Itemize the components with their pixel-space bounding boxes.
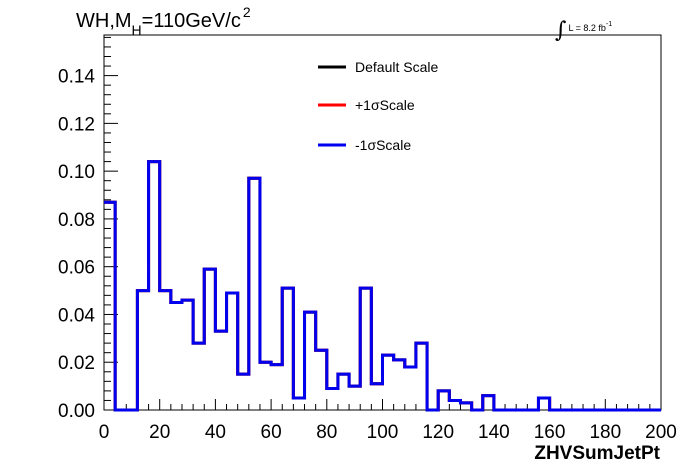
y-axis: 0.00 0.02 0.04 0.06 0.08 0.10 0.12 0.14 — [58, 36, 118, 422]
title-prefix: WH,M — [76, 10, 132, 32]
x-tick-label: 40 — [205, 422, 226, 443]
x-tick-label: 200 — [645, 422, 677, 443]
plot-title: WH,MH=110GeV/c 2 — [76, 4, 251, 38]
luminosity-unit-sup: -1 — [605, 21, 613, 28]
x-tick-label: 20 — [149, 422, 170, 443]
x-axis: 0 20 40 60 80 100 120 140 160 180 200 — [99, 399, 677, 443]
y-tick-label: 0.02 — [58, 353, 95, 374]
luminosity-label: ∫ L = 8.2 fb-1 — [555, 12, 613, 43]
y-tick-label: 0.12 — [58, 114, 95, 135]
legend-label: +1σScale — [355, 97, 415, 113]
x-tick-label: 140 — [478, 422, 510, 443]
x-axis-label: ZHVSumJetPt — [534, 443, 660, 464]
series-layer — [104, 160, 661, 412]
title-suffix: =110GeV/c — [141, 10, 241, 32]
y-tick-label: 0.08 — [58, 210, 95, 231]
series-line — [104, 160, 661, 412]
y-tick-label: 0.10 — [58, 162, 95, 183]
legend-label: -1σScale — [355, 137, 411, 153]
x-tick-label: 80 — [316, 422, 337, 443]
y-tick-label: 0.06 — [58, 258, 95, 279]
y-tick-label: 0.04 — [58, 305, 95, 326]
y-tick-label: 0.00 — [58, 401, 95, 422]
legend-label: Default Scale — [355, 59, 438, 75]
title-superscript: 2 — [242, 4, 251, 20]
title-subscript: H — [131, 22, 142, 38]
x-tick-label: 100 — [367, 422, 399, 443]
legend: Default Scale +1σScale -1σScale — [318, 59, 438, 153]
x-tick-label: 60 — [261, 422, 282, 443]
x-tick-label: 180 — [589, 422, 621, 443]
y-tick-label: 0.14 — [58, 67, 95, 88]
integral-sign: ∫ — [555, 18, 567, 43]
luminosity-text: L = 8.2 fb — [568, 23, 606, 33]
x-tick-label: 160 — [534, 422, 566, 443]
x-tick-label: 0 — [99, 422, 110, 443]
x-tick-label: 120 — [422, 422, 454, 443]
